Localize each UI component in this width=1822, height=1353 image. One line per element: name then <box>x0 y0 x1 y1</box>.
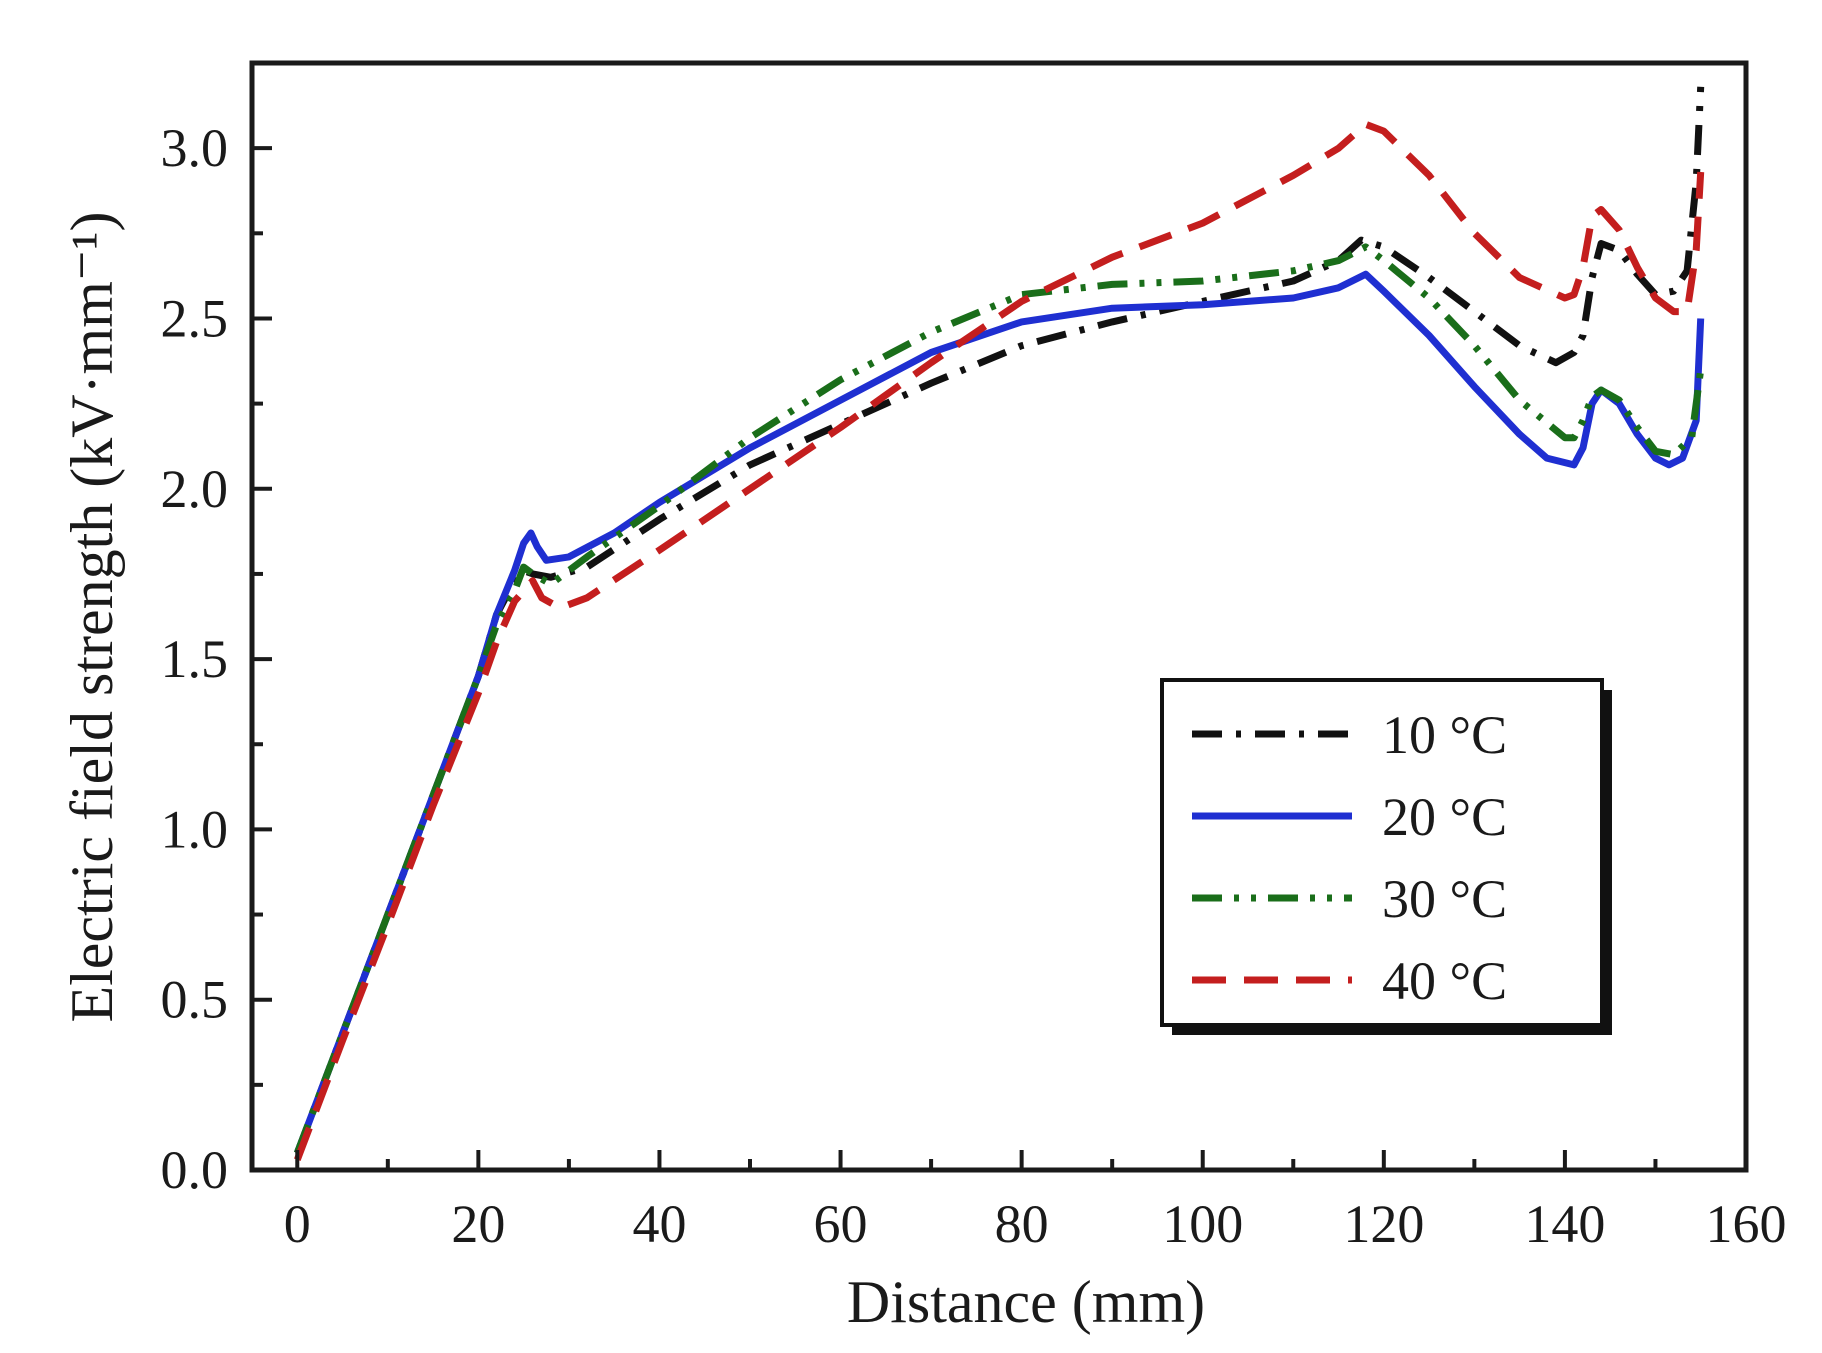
x-axis-title: Distance (mm) <box>847 1269 1205 1335</box>
y-tick-label: 1.5 <box>161 629 229 689</box>
x-tick-label: 100 <box>1162 1194 1243 1254</box>
series-line-1 <box>294 86 1705 1155</box>
legend-label-2: 20 °C <box>1382 787 1507 847</box>
legend-label-3: 30 °C <box>1382 869 1507 929</box>
y-tick-label: 2.0 <box>161 459 229 519</box>
y-tick-label: 2.5 <box>161 288 229 348</box>
legend-label-1: 10 °C <box>1382 705 1507 765</box>
x-tick-label: 140 <box>1524 1194 1605 1254</box>
legend: 10 °C 20 °C 30 °C 40 °C <box>1160 678 1612 1035</box>
x-tick-label: 80 <box>995 1194 1049 1254</box>
y-tick-label: 3.0 <box>161 118 229 178</box>
x-tick-label: 120 <box>1343 1194 1424 1254</box>
y-tick-label: 0.0 <box>161 1140 229 1200</box>
x-tick-label: 60 <box>814 1194 868 1254</box>
x-tick-label: 160 <box>1706 1194 1787 1254</box>
x-tick-label: 20 <box>451 1194 505 1254</box>
y-tick-label: 0.5 <box>161 970 229 1030</box>
y-axis-title: Electric field strength (kV·mm⁻¹) <box>59 211 125 1022</box>
legend-label-4: 40 °C <box>1382 951 1507 1011</box>
series-line-4 <box>294 120 1705 1162</box>
x-tick-label: 40 <box>632 1194 686 1254</box>
x-tick-label: 0 <box>284 1194 311 1254</box>
y-tick-label: 1.0 <box>161 799 229 859</box>
plot-frame <box>249 60 1749 1173</box>
series-line-3 <box>294 243 1705 1155</box>
legend-box <box>1160 678 1604 1027</box>
